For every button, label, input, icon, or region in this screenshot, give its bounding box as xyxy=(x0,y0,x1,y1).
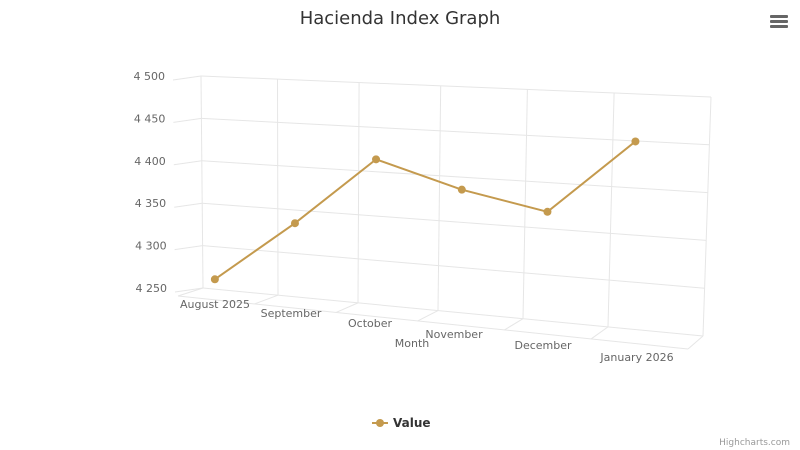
y-grid-side-line xyxy=(172,75,202,81)
y-grid-side-line xyxy=(173,160,202,166)
x-grid-line xyxy=(607,92,615,327)
y-tick-label: 4 450 xyxy=(134,112,166,125)
floor-grid-line xyxy=(504,318,524,331)
legend[interactable]: Value xyxy=(372,416,431,430)
x-grid-line xyxy=(522,89,528,319)
x-grid-line xyxy=(277,79,279,296)
data-point xyxy=(631,137,640,146)
x-tick-label: August 2025 xyxy=(180,298,250,311)
x-grid-line xyxy=(437,85,442,311)
y-grid-side-line xyxy=(174,202,203,208)
legend-item-value[interactable]: Value xyxy=(372,416,431,430)
x-grid-line xyxy=(200,75,204,289)
x-grid-line xyxy=(702,96,712,337)
grid-layer xyxy=(172,75,712,350)
x-tick-label: December xyxy=(514,339,572,352)
y-tick-label: 4 500 xyxy=(134,70,166,83)
data-point xyxy=(543,207,552,216)
legend-marker-symbol xyxy=(376,419,384,427)
x-grid-line xyxy=(357,82,360,303)
legend-label: Value xyxy=(393,416,431,430)
y-tick-label: 4 250 xyxy=(136,282,168,295)
y-tick-label: 4 300 xyxy=(135,240,167,253)
floor-front-edge xyxy=(177,295,689,350)
y-grid-line xyxy=(201,160,708,194)
data-point xyxy=(290,219,299,228)
data-point xyxy=(457,185,466,194)
floor-grid-line xyxy=(254,294,279,305)
y-grid-line xyxy=(202,202,707,241)
y-grid-line xyxy=(200,75,712,98)
series-line xyxy=(214,140,637,281)
chart-title: Hacienda Index Graph xyxy=(300,8,501,29)
floor-grid-line xyxy=(417,310,439,322)
y-tick-label: 4 400 xyxy=(134,155,166,168)
y-grid-side-line xyxy=(174,245,203,251)
floor-grid-line xyxy=(590,326,609,340)
floor-grid-line xyxy=(177,287,204,297)
credits-link[interactable]: Highcharts.com xyxy=(719,438,790,448)
y-grid-side-line xyxy=(173,117,202,123)
x-axis-title: Month xyxy=(395,337,430,350)
x-tick-label: November xyxy=(425,328,483,341)
y-axis-ticks: 4 250 4 300 4 350 4 400 4 450 4 500 xyxy=(134,70,168,295)
y-tick-label: 4 350 xyxy=(135,197,167,210)
x-tick-label: October xyxy=(348,317,392,330)
hamburger-menu-icon[interactable] xyxy=(770,15,788,28)
x-tick-label: January 2026 xyxy=(599,351,673,364)
y-grid-line xyxy=(201,117,710,146)
x-axis-ticks: August 2025 September October November Decem… xyxy=(180,298,674,364)
data-point xyxy=(372,155,381,164)
floor-grid-line xyxy=(687,335,704,350)
y-grid-line xyxy=(202,287,704,337)
floor-grid-line xyxy=(335,302,359,313)
series-layer xyxy=(210,137,640,284)
y-grid-line xyxy=(202,245,705,289)
y-grid-side-line xyxy=(174,287,204,293)
data-point xyxy=(210,275,219,284)
x-tick-label: September xyxy=(261,307,322,320)
chart-menu-button[interactable] xyxy=(770,15,788,28)
